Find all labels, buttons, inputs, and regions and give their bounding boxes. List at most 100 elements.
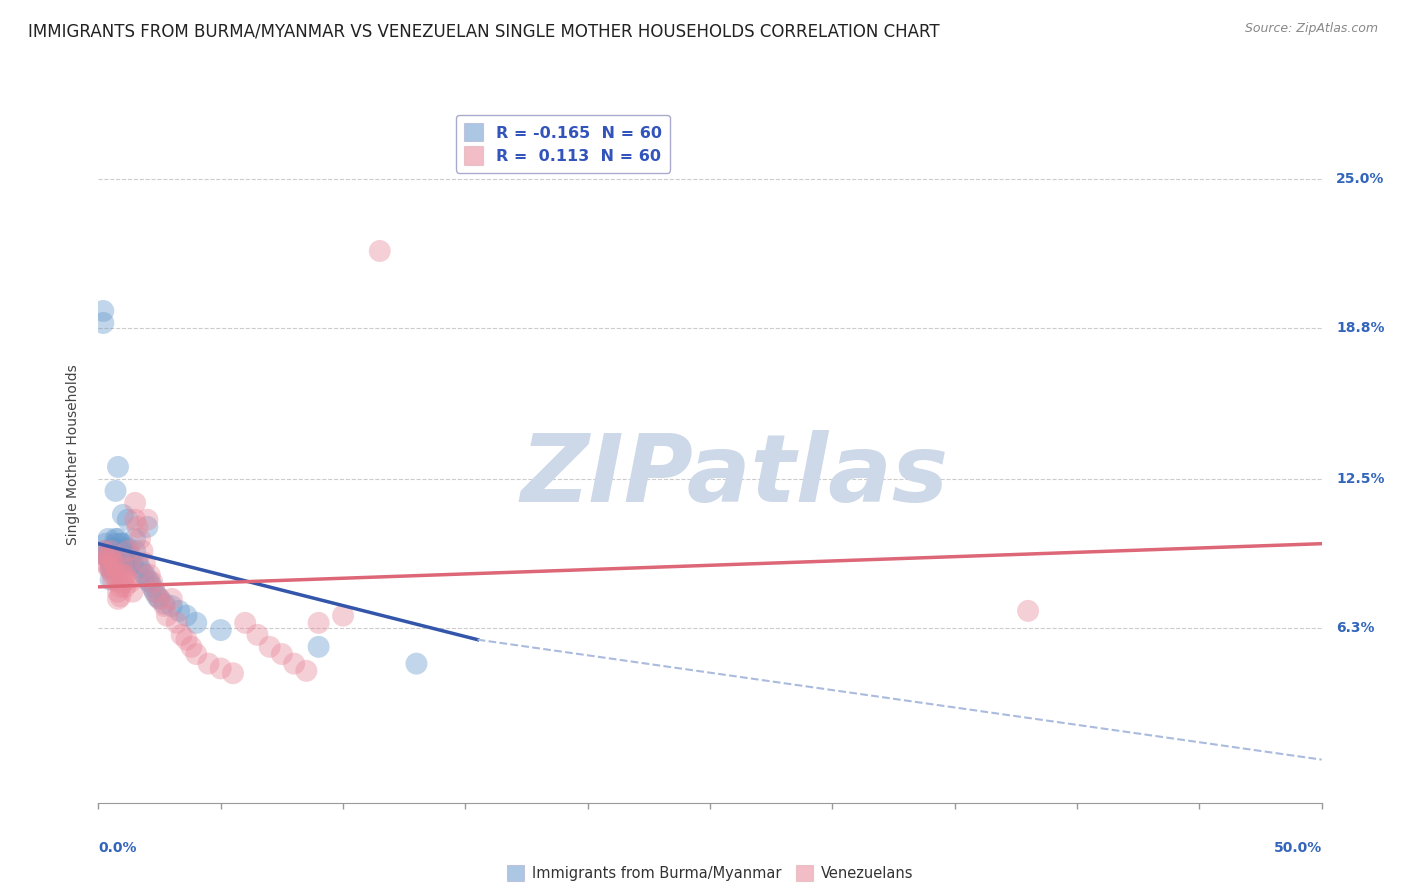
Point: [117, 551, 139, 566]
Text: Source: ZipAtlas.com: Source: ZipAtlas.com: [1244, 22, 1378, 36]
Point: [114, 580, 136, 594]
Point: [100, 551, 122, 566]
Point: [97, 544, 120, 558]
Point: [117, 573, 139, 587]
Point: [100, 563, 122, 577]
Point: [136, 520, 159, 534]
Point: [91, 304, 114, 318]
Point: [332, 608, 354, 623]
Point: [176, 632, 198, 647]
Point: [91, 544, 114, 558]
Point: [160, 591, 183, 606]
Point: [101, 560, 124, 574]
Point: [170, 628, 193, 642]
Point: [308, 640, 330, 654]
Point: [97, 532, 120, 546]
Point: [143, 584, 166, 599]
Point: [129, 532, 152, 546]
Point: [136, 513, 159, 527]
Point: [101, 556, 124, 570]
Point: [111, 537, 134, 551]
Text: 50.0%: 50.0%: [1274, 841, 1322, 855]
Text: 18.8%: 18.8%: [1336, 321, 1385, 334]
Point: [222, 666, 245, 681]
Point: [111, 508, 134, 522]
Point: [107, 549, 129, 563]
Point: [160, 599, 183, 613]
Point: [131, 566, 153, 580]
Point: [153, 597, 176, 611]
Point: [368, 244, 391, 258]
Point: [104, 567, 127, 582]
Point: [97, 551, 120, 566]
Point: [114, 556, 136, 570]
Point: [233, 615, 256, 630]
Point: [107, 584, 129, 599]
Point: [104, 483, 127, 498]
Point: [127, 520, 149, 534]
Text: ZIPatlas: ZIPatlas: [520, 430, 949, 522]
Point: [131, 544, 153, 558]
Point: [110, 537, 132, 551]
Point: [114, 544, 136, 558]
Point: [97, 560, 120, 574]
Text: IMMIGRANTS FROM BURMA/MYANMAR VS VENEZUELAN SINGLE MOTHER HOUSEHOLDS CORRELATION: IMMIGRANTS FROM BURMA/MYANMAR VS VENEZUE…: [28, 22, 939, 40]
Point: [124, 532, 146, 546]
Point: [1017, 604, 1039, 618]
Point: [308, 615, 330, 630]
Point: [176, 608, 198, 623]
Point: [101, 546, 124, 560]
Y-axis label: Single Mother Households: Single Mother Households: [66, 365, 80, 545]
Point: [104, 537, 127, 551]
Point: [101, 573, 124, 587]
Point: [120, 575, 142, 590]
Point: [91, 316, 114, 330]
Point: [107, 532, 129, 546]
Point: [124, 513, 146, 527]
Point: [134, 556, 156, 570]
Point: [136, 573, 159, 587]
Point: [167, 604, 190, 618]
Point: [94, 549, 117, 563]
Point: [94, 537, 117, 551]
Point: [110, 590, 132, 604]
Point: [141, 580, 163, 594]
Point: [111, 575, 134, 590]
Point: [121, 556, 143, 570]
Point: [117, 544, 139, 558]
Point: [124, 544, 146, 558]
Point: [100, 544, 122, 558]
Point: [114, 567, 136, 582]
Text: 0.0%: 0.0%: [98, 841, 136, 855]
Point: [143, 584, 166, 599]
Point: [100, 573, 122, 587]
Point: [270, 647, 294, 661]
Point: [110, 544, 132, 558]
Point: [156, 608, 179, 623]
Point: [129, 560, 152, 574]
Point: [149, 591, 172, 606]
Point: [166, 615, 188, 630]
Point: [127, 556, 149, 570]
Point: [101, 567, 124, 582]
Point: [209, 661, 232, 675]
Point: [104, 544, 127, 558]
Point: [100, 560, 122, 574]
Point: [134, 567, 156, 582]
Point: [295, 664, 318, 678]
Point: [197, 657, 219, 671]
Legend: Immigrants from Burma/Myanmar, Venezuelans: Immigrants from Burma/Myanmar, Venezuela…: [501, 859, 920, 888]
Point: [101, 541, 124, 556]
Point: [94, 549, 117, 563]
Text: 6.3%: 6.3%: [1336, 621, 1375, 635]
Point: [104, 553, 127, 567]
Point: [186, 615, 208, 630]
Point: [120, 558, 142, 573]
Point: [111, 546, 134, 560]
Point: [121, 584, 143, 599]
Point: [139, 575, 162, 590]
Point: [259, 640, 281, 654]
Point: [111, 556, 134, 570]
Point: [100, 556, 122, 570]
Point: [94, 556, 117, 570]
